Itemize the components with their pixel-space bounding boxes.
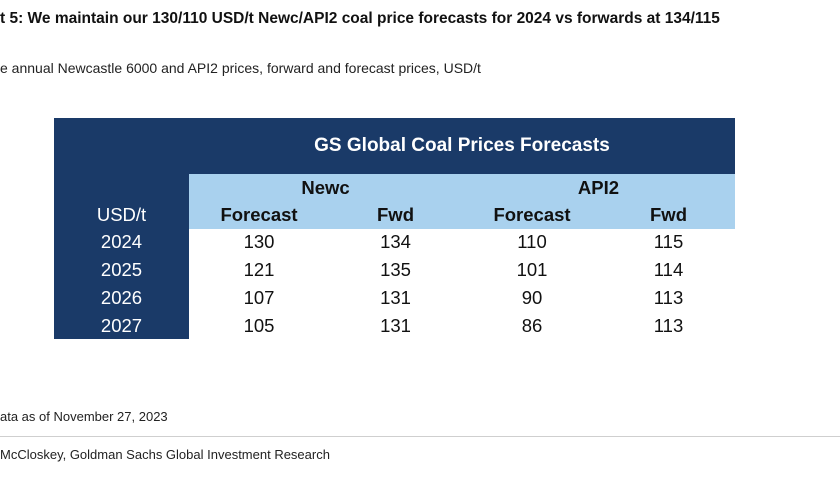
table-cell: 115 xyxy=(653,231,684,252)
year-column-band xyxy=(54,174,189,339)
group-header-newc: Newc xyxy=(301,177,350,198)
table-cell: 135 xyxy=(380,259,411,280)
table-cell: 134 xyxy=(380,231,411,252)
table-cell: 113 xyxy=(653,315,684,336)
row-year: 2024 xyxy=(100,231,143,252)
group-header-api2: API2 xyxy=(577,177,620,198)
data-date-note: ata as of November 27, 2023 xyxy=(0,409,168,424)
divider xyxy=(0,436,840,437)
table-cell: 114 xyxy=(653,259,684,280)
table-cell: 101 xyxy=(516,259,548,280)
table-cell: 90 xyxy=(521,287,543,308)
table-cell: 110 xyxy=(517,231,547,252)
subheader-api2-fwd: Fwd xyxy=(650,204,687,225)
row-year: 2026 xyxy=(100,287,143,308)
exhibit-title: t 5: We maintain our 130/110 USD/t Newc/… xyxy=(0,10,720,27)
table-title: GS Global Coal Prices Forecasts xyxy=(314,135,610,156)
subheader-api2-forecast: Forecast xyxy=(493,204,571,225)
table-cell: 113 xyxy=(653,287,684,308)
subheader-band xyxy=(189,174,735,229)
table-cell: 130 xyxy=(243,231,275,252)
table-cell: 105 xyxy=(243,315,275,336)
table-header-band xyxy=(54,118,735,174)
unit-label: USD/t xyxy=(96,204,147,225)
table-cell: 86 xyxy=(521,315,543,336)
subheader-newc-forecast: Forecast xyxy=(220,204,298,225)
coal-price-forecast-table: GS Global Coal Prices Forecasts Newc API… xyxy=(54,118,735,339)
exhibit-subtitle: e annual Newcastle 6000 and API2 prices,… xyxy=(0,60,481,76)
row-year: 2027 xyxy=(100,315,143,336)
table-cell: 107 xyxy=(243,287,275,308)
table-cell: 131 xyxy=(380,287,411,308)
subheader-newc-fwd: Fwd xyxy=(377,204,414,225)
table-cell: 121 xyxy=(243,259,275,280)
source-note: McCloskey, Goldman Sachs Global Investme… xyxy=(0,447,330,462)
row-year: 2025 xyxy=(100,259,143,280)
table-cell: 131 xyxy=(380,315,411,336)
